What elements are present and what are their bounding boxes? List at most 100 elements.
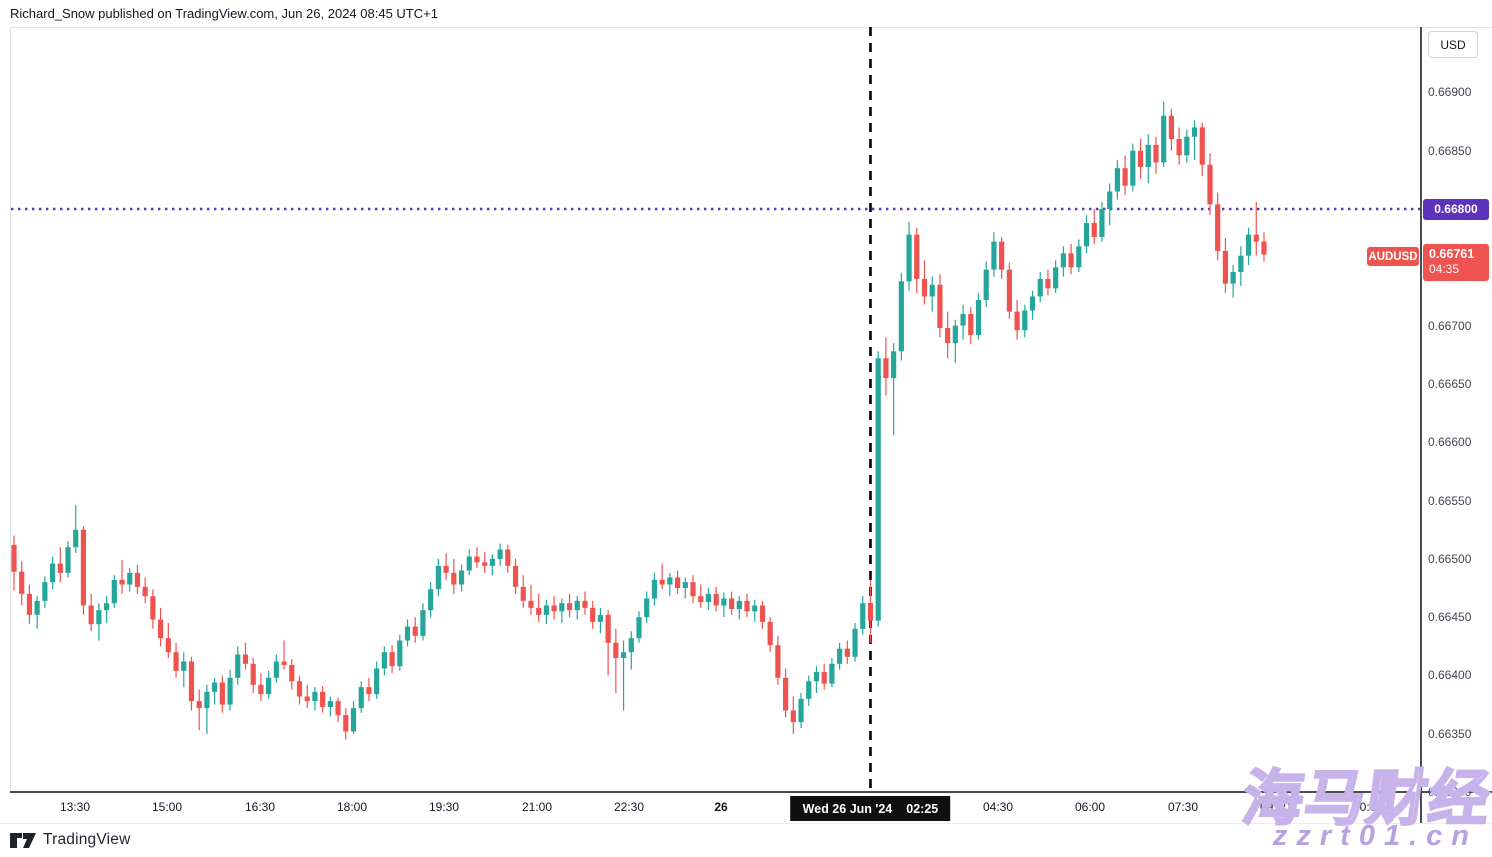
candle-body [1238, 255, 1244, 272]
price-axis-separator [1420, 27, 1422, 823]
currency-toggle-button[interactable]: USD [1428, 31, 1478, 58]
candle-body [829, 663, 835, 684]
crosshair-time: 02:25 [906, 801, 939, 816]
candle-body [42, 582, 48, 601]
candle-body [1060, 253, 1066, 268]
candle-body [875, 358, 881, 621]
candle-body [212, 682, 218, 692]
candle-body [389, 652, 395, 667]
candle-body [728, 598, 735, 610]
candle-body [705, 593, 712, 603]
candle-body [674, 577, 681, 589]
candle-body [26, 593, 33, 615]
horizontal-line-price-badge: 0.66800 [1423, 198, 1489, 220]
candle-body [767, 621, 773, 646]
time-tick: 06:00 [1074, 800, 1106, 814]
candle-body [1083, 222, 1090, 247]
time-tick: 22:30 [613, 800, 645, 814]
candle-body [914, 234, 920, 279]
candle-body [952, 325, 958, 344]
candle-body [304, 696, 310, 702]
candle-body [937, 284, 943, 328]
crosshair-time-badge: Wed 26 Jun '24 02:25 [790, 796, 951, 821]
candle-body [1261, 241, 1267, 255]
candle-body [327, 701, 333, 707]
candle-body [1068, 253, 1074, 268]
candle-body [289, 664, 295, 682]
candle-body [837, 648, 843, 664]
candle-body [682, 582, 688, 589]
time-tick: 10:30 [1352, 800, 1384, 814]
candle-body [235, 654, 241, 678]
candle-body [945, 327, 951, 344]
price-tick: 0.66500 [1428, 551, 1472, 566]
candle-body [1076, 246, 1082, 268]
candle-body [613, 642, 619, 658]
price-tick: 0.66700 [1428, 318, 1472, 333]
candle-body [451, 572, 457, 585]
time-axis-separator [10, 791, 1492, 793]
candle-body [134, 572, 141, 587]
candle-body [443, 565, 449, 573]
candle-body [358, 687, 364, 709]
candle-body [929, 284, 935, 297]
candle-body [582, 600, 588, 608]
candle-body [1053, 267, 1059, 289]
candle-body [343, 715, 349, 732]
candle-body [744, 600, 750, 612]
candle-body [65, 547, 71, 573]
tradingview-logo[interactable]: TradingView [10, 831, 131, 849]
candle-body [505, 549, 511, 566]
candle-body [759, 605, 766, 622]
candle-body [103, 603, 110, 611]
candle-body [96, 610, 102, 625]
candle-body [813, 671, 820, 682]
candle-body [698, 596, 704, 603]
candle-body [57, 563, 63, 573]
candle-body [458, 570, 465, 585]
candle-body [111, 579, 117, 604]
tradingview-logo-text: TradingView [43, 831, 131, 848]
candle-body [1253, 234, 1259, 242]
candle-body [721, 598, 727, 606]
candle-body [1207, 164, 1213, 205]
candle-body [1215, 204, 1221, 251]
candle-body [49, 563, 56, 583]
candle-body [281, 661, 287, 665]
candle-body [651, 579, 658, 599]
price-tick: 0.66350 [1428, 726, 1472, 741]
candle-body [1029, 296, 1036, 311]
candle-body [1222, 250, 1229, 284]
candle-body [775, 645, 781, 678]
candle-body [528, 600, 534, 608]
candle-body [906, 234, 912, 282]
candle-body [883, 358, 889, 379]
candle-body [1114, 168, 1120, 192]
candle-body [420, 610, 426, 636]
candle-body [597, 614, 604, 622]
crosshair-date: Wed 26 Jun '24 [802, 801, 893, 816]
candle-body [574, 600, 580, 611]
candle-body [844, 648, 850, 657]
candle-body [1199, 127, 1205, 165]
candle-body [266, 677, 272, 695]
candle-body [1022, 310, 1028, 331]
candle-body [181, 661, 187, 671]
candle-body [19, 571, 25, 594]
candle-body [381, 652, 387, 669]
candle-body [1191, 127, 1198, 137]
candle-body [975, 299, 982, 335]
candle-body [73, 529, 79, 548]
time-tick: 26 [714, 800, 728, 814]
tradingview-logo-icon [10, 832, 36, 848]
candle-body [250, 663, 256, 685]
candle-body [474, 556, 480, 563]
candle-body [366, 687, 372, 695]
candle-body [173, 652, 179, 671]
candle-body [404, 626, 411, 641]
candle-body [628, 638, 634, 653]
price-tick: 0.66550 [1428, 493, 1472, 508]
candle-body [350, 708, 357, 732]
